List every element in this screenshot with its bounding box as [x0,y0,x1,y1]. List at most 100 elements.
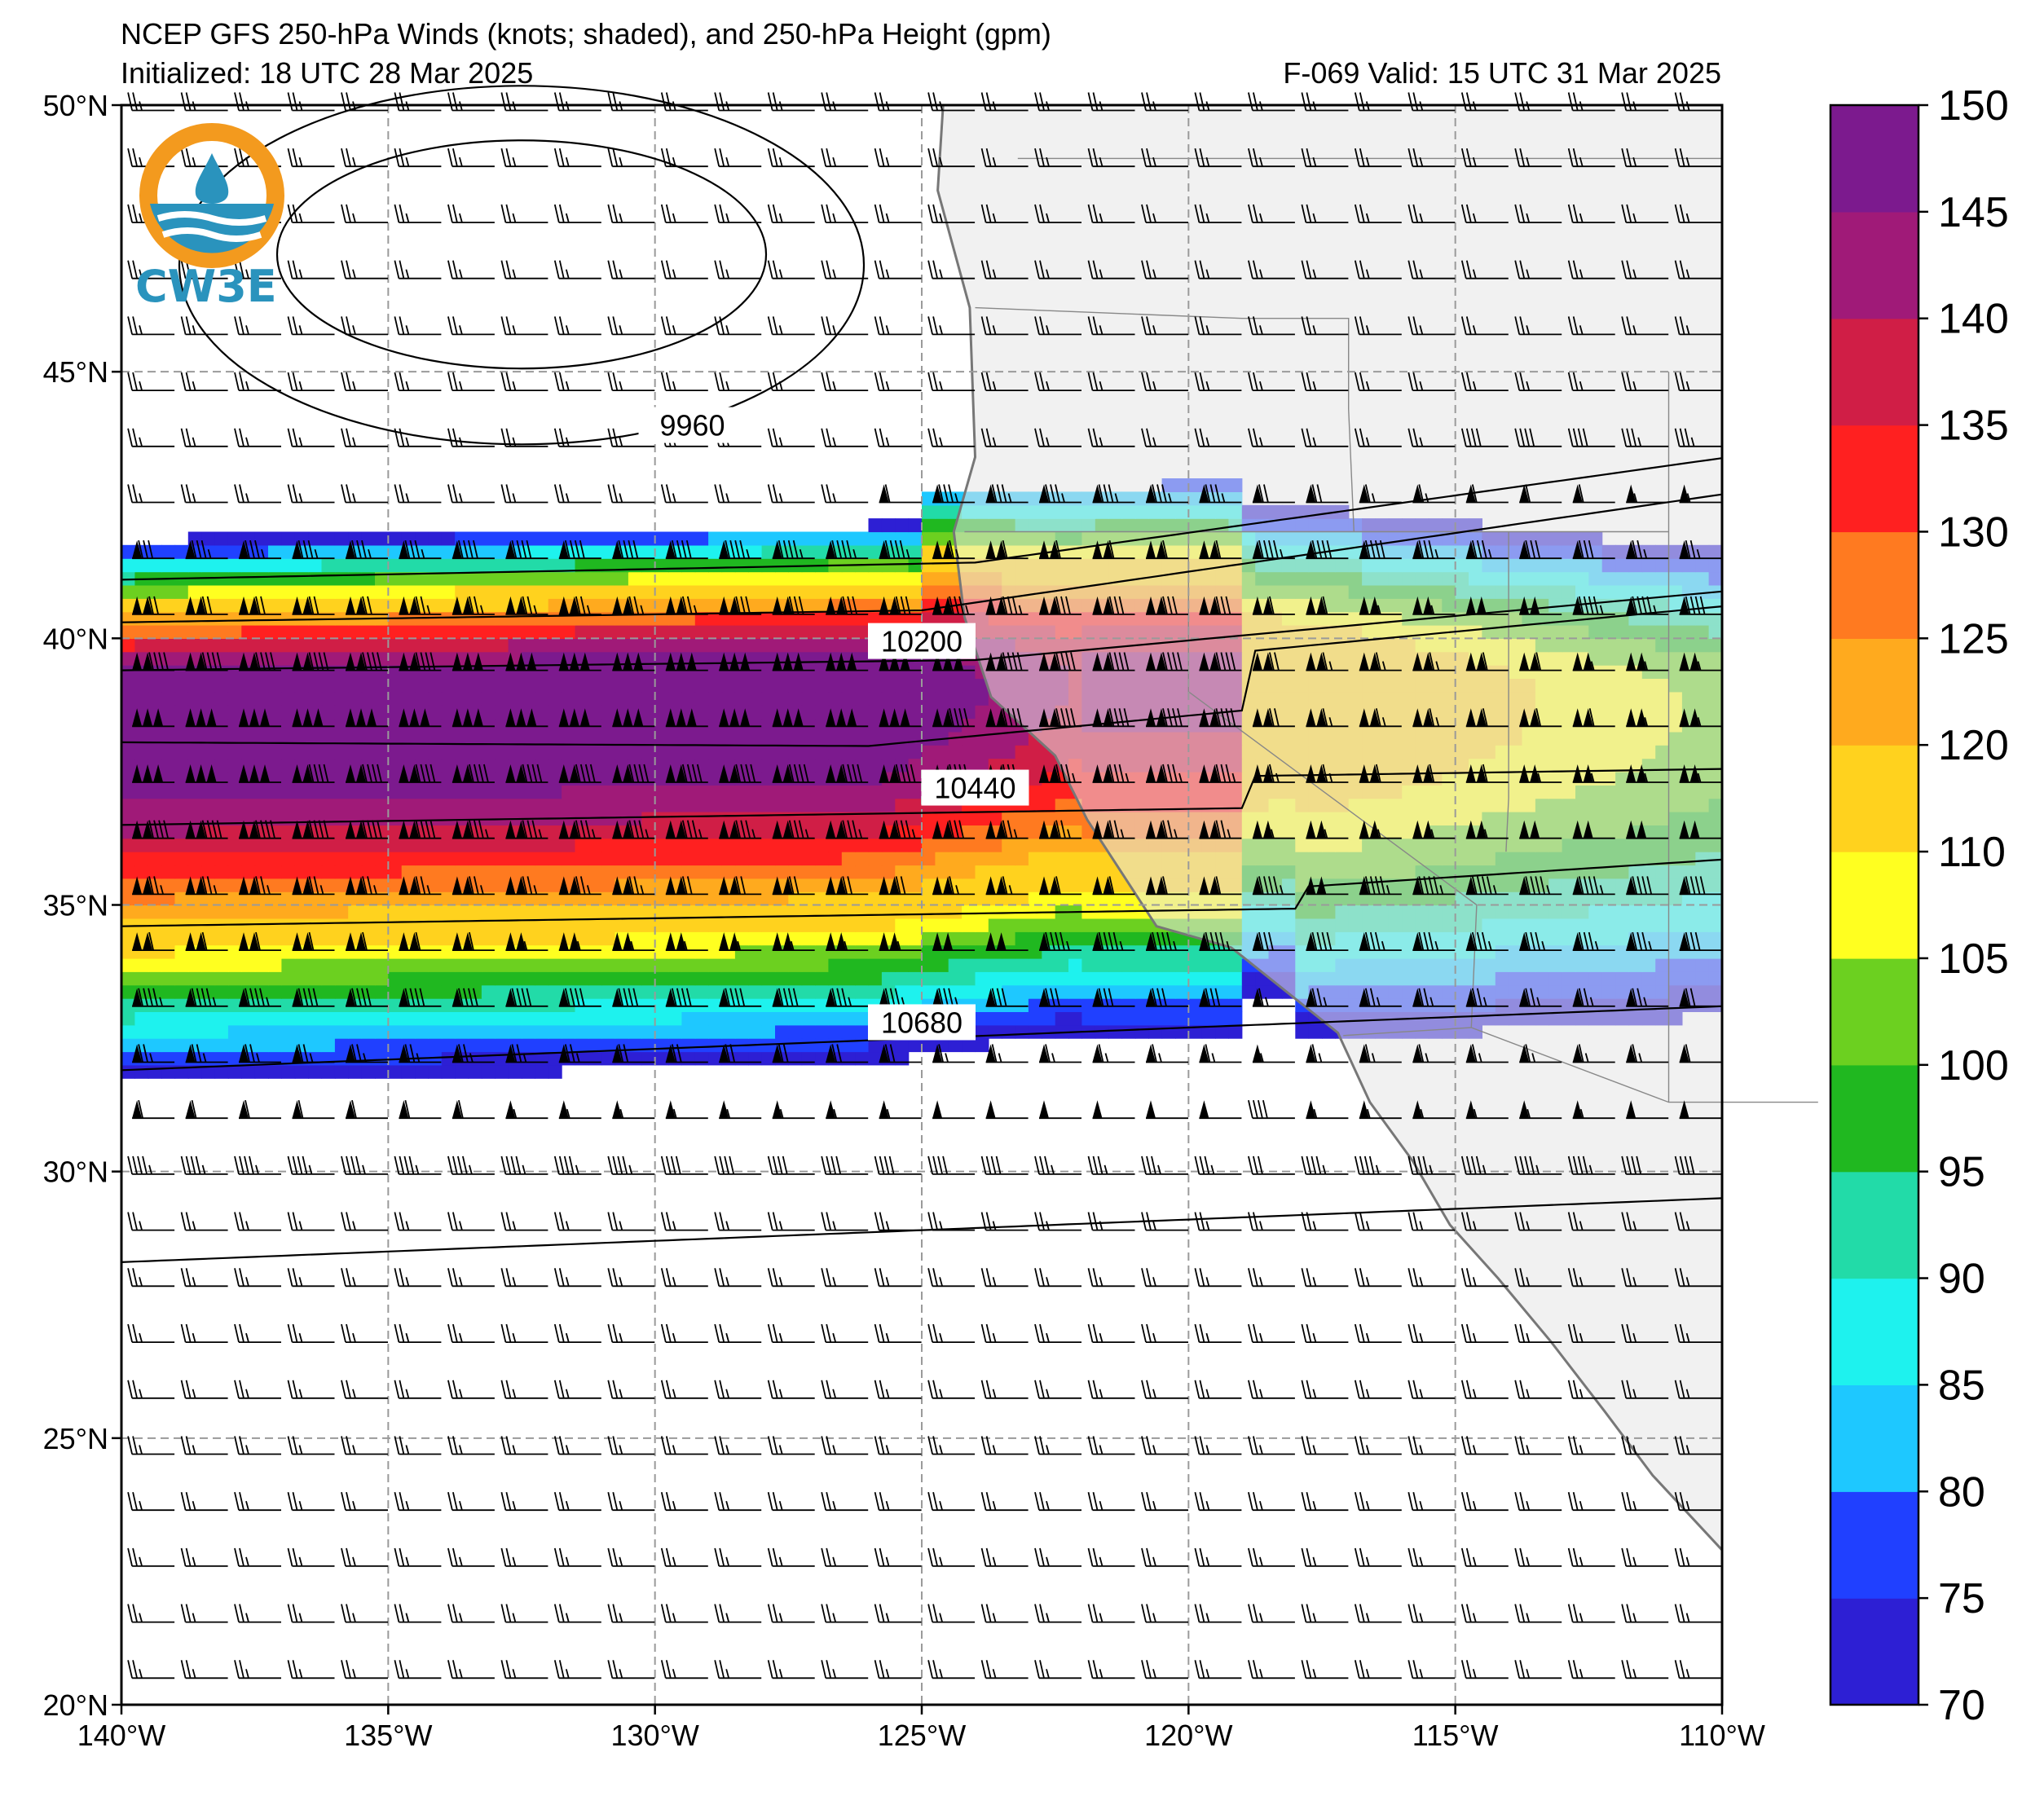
wind-speed-cell [641,918,656,932]
wind-speed-cell [922,745,936,759]
wind-speed-cell [375,558,389,573]
wind-speed-cell [975,838,989,852]
wind-speed-cell [775,838,789,852]
wind-speed-cell [415,865,430,879]
wind-speed-cell [1241,971,1256,986]
wind-speed-cell [201,625,216,639]
wind-speed-cell [174,598,189,613]
wind-speed-cell [922,984,936,999]
wind-speed-cell [761,984,776,999]
wind-speed-cell [922,931,936,946]
wind-speed-cell [388,625,403,639]
wind-speed-cell [708,758,723,773]
wind-speed-cell [1188,971,1203,986]
wind-speed-cell [601,984,616,999]
wind-speed-cell [161,691,176,706]
wind-speed-cell [481,1064,496,1079]
wind-speed-cell [375,531,389,546]
wind-speed-cell [522,638,535,653]
wind-speed-cell [868,984,883,999]
wind-speed-cell [268,691,282,706]
wind-speed-cell [908,665,923,679]
wind-speed-cell [615,865,629,879]
wind-speed-cell [348,957,363,972]
wind-speed-cell [481,584,496,599]
wind-speed-cell [1175,984,1189,999]
wind-speed-cell [641,1024,656,1039]
wind-speed-cell [922,678,936,693]
wind-speed-cell [815,691,830,706]
wind-speed-cell [641,584,656,599]
wind-speed-cell [1002,891,1016,906]
wind-speed-cell [641,665,656,679]
wind-speed-cell [588,771,602,786]
wind-speed-cell [535,625,549,639]
wind-speed-cell [495,598,509,613]
wind-speed-cell [868,531,883,546]
wind-speed-cell [828,918,843,932]
wind-speed-cell [348,1024,363,1039]
wind-speed-cell [148,812,162,825]
wind-speed-cell [348,558,363,573]
wind-speed-cell [815,944,830,959]
wind-speed-cell [241,1064,256,1079]
wind-speed-cell [668,971,682,986]
wind-barb [714,1660,762,1679]
wind-speed-cell [334,838,349,852]
wind-speed-cell [361,1024,376,1039]
wind-speed-cell [294,785,309,799]
wind-speed-cell [908,518,923,533]
wind-speed-cell [548,984,562,999]
wind-speed-cell [481,651,496,666]
wind-speed-cell [268,865,282,879]
wind-speed-cell [227,984,242,999]
wind-speed-cell [975,931,989,946]
wind-speed-cell [281,852,296,866]
wind-speed-cell [388,584,403,599]
wind-speed-cell [415,957,430,972]
wind-speed-cell [388,825,403,839]
wind-speed-cell [641,771,656,786]
wind-speed-cell [334,691,349,706]
wind-speed-cell [681,798,696,812]
wind-speed-cell [321,812,336,825]
wind-speed-cell [748,665,763,679]
wind-speed-cell [775,1024,789,1039]
wind-speed-cell [548,705,562,720]
wind-speed-cell [601,531,616,546]
wind-speed-cell [761,1024,776,1039]
wind-speed-cell [1042,971,1056,986]
wind-speed-cell [468,998,482,1012]
wind-speed-cell [481,598,496,613]
wind-speed-cell [468,838,482,852]
wind-speed-cell [121,798,135,812]
wind-speed-cell [775,584,789,599]
wind-speed-cell [468,852,482,866]
wind-barb [821,1323,869,1343]
wind-speed-cell [121,984,135,999]
wind-speed-cell [148,691,162,706]
wind-speed-cell [441,678,456,693]
wind-speed-cell [841,785,856,799]
wind-speed-cell [1028,1011,1042,1026]
wind-speed-cell [841,891,856,906]
wind-speed-cell [227,1024,242,1039]
wind-speed-cell [214,665,229,679]
wind-speed-cell [748,558,763,573]
wind-speed-cell [134,1064,149,1079]
wind-speed-cell [548,865,562,879]
wind-speed-cell [815,678,830,693]
wind-speed-cell [401,798,416,812]
wind-speed-cell [922,878,936,892]
wind-speed-cell [948,691,963,706]
wind-barb [927,1323,976,1343]
wind-speed-cell [681,918,696,932]
wind-speed-cell [681,905,696,919]
wind-speed-cell [174,1038,189,1053]
wind-speed-cell [628,905,642,919]
wind-speed-cell [708,584,723,599]
wind-speed-cell [895,971,910,986]
wind-speed-cell [828,891,843,906]
wind-speed-cell [1148,957,1163,972]
wind-speed-cell [895,891,910,906]
